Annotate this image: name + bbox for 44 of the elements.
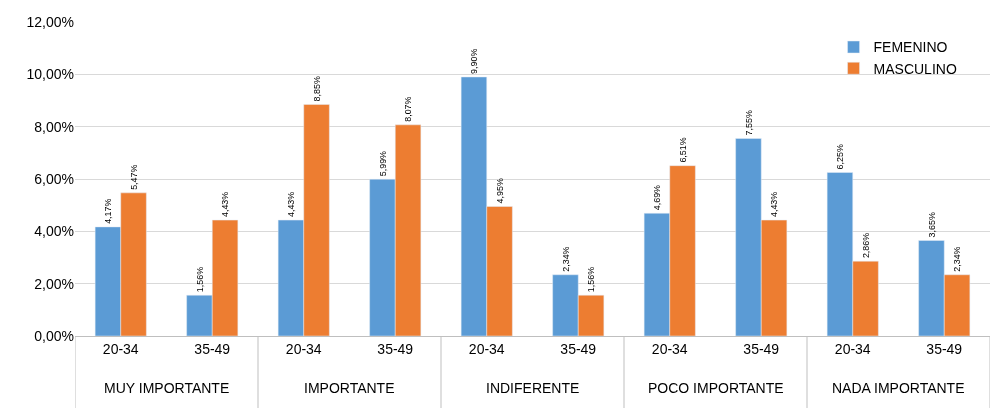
y-tick-label: 10,00% (26, 66, 74, 83)
data-label: 4,43% (769, 191, 780, 218)
y-tick-label: 2,00% (34, 275, 74, 292)
data-label: 1,56% (586, 266, 597, 293)
x-tick-label: 35-49 (743, 340, 780, 357)
text: POCO IMPORTANTE (648, 380, 784, 396)
text: INDIFERENTE (486, 380, 580, 396)
x-tick-label: 35-49 (560, 340, 597, 357)
text: IMPORTANTE (304, 380, 395, 396)
text: MUY IMPORTANTE (104, 380, 230, 396)
data-label: 4,43% (286, 191, 297, 218)
text: NADA IMPORTANTE (832, 380, 965, 396)
y-tick-label: 0,00% (34, 327, 74, 344)
data-label: 5,47% (128, 164, 139, 190)
legend-label: MASCULINO (873, 60, 957, 77)
x-tick-label: 20-34 (285, 340, 322, 357)
legend-label: FEMENINO (873, 39, 948, 56)
data-label: 8,85% (311, 76, 322, 102)
data-label: 2,86% (860, 232, 871, 259)
data-label: 6,51% (677, 137, 688, 163)
data-label: 2,34% (952, 246, 963, 272)
data-label: 1,56% (194, 266, 205, 293)
data-label: 3,65% (926, 212, 937, 238)
data-label: 7,55% (743, 110, 754, 136)
data-label: 8,07% (403, 96, 414, 122)
x-tick-label: 20-34 (102, 340, 139, 357)
data-label: 6,25% (835, 144, 846, 170)
data-label: 4,43% (220, 191, 231, 218)
x-tick-label: 20-34 (651, 340, 688, 357)
x-tick-label: 35-49 (926, 340, 963, 357)
data-label: 4,69% (652, 184, 663, 211)
data-label: 2,34% (560, 246, 571, 272)
y-tick-label: 8,00% (34, 118, 74, 135)
x-tick-label: 20-34 (834, 340, 871, 357)
x-tick-label: 35-49 (377, 340, 414, 357)
data-label: 4,17% (103, 198, 114, 224)
y-tick-label: 4,00% (34, 223, 74, 240)
data-label: 5,99% (377, 150, 388, 177)
x-tick-label: 35-49 (194, 340, 231, 357)
data-label: 4,95% (494, 178, 505, 204)
y-tick-label: 12,00% (26, 13, 74, 30)
x-tick-label: 20-34 (468, 340, 505, 357)
data-label: 9,90% (469, 48, 480, 74)
y-tick-label: 6,00% (34, 170, 74, 187)
